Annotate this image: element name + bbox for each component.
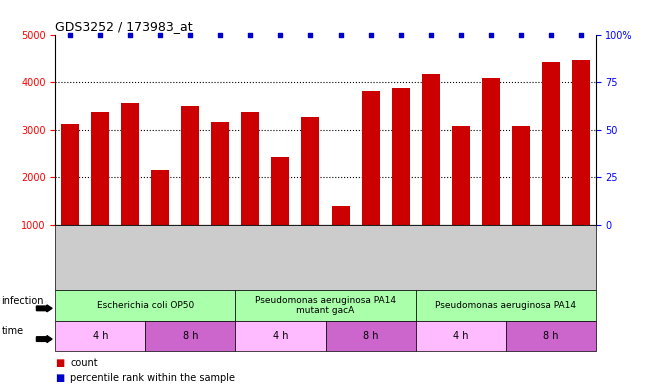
Point — [305, 31, 316, 38]
Text: infection: infection — [1, 296, 44, 306]
Bar — [212, 121, 229, 225]
Point — [95, 31, 105, 38]
Text: Pseudomonas aeruginosa PA14
mutant gacA: Pseudomonas aeruginosa PA14 mutant gacA — [255, 296, 396, 315]
Text: 4 h: 4 h — [453, 331, 468, 341]
Bar — [331, 206, 350, 225]
Text: 8 h: 8 h — [543, 331, 559, 341]
Bar — [152, 170, 169, 225]
Bar — [422, 73, 439, 225]
Text: 4 h: 4 h — [92, 331, 108, 341]
Text: Escherichia coli OP50: Escherichia coli OP50 — [97, 301, 194, 310]
Bar — [61, 124, 79, 225]
Point — [186, 31, 196, 38]
Bar — [182, 106, 199, 225]
Point — [365, 31, 376, 38]
Bar — [121, 103, 139, 225]
Point — [456, 31, 466, 38]
Bar — [361, 91, 380, 225]
Text: time: time — [1, 326, 23, 336]
Point — [395, 31, 406, 38]
Point — [516, 31, 526, 38]
Point — [215, 31, 226, 38]
Point — [335, 31, 346, 38]
Bar — [482, 78, 499, 225]
Bar — [91, 113, 109, 225]
Point — [155, 31, 165, 38]
Point — [65, 31, 76, 38]
Text: GDS3252 / 173983_at: GDS3252 / 173983_at — [55, 20, 193, 33]
Point — [486, 31, 496, 38]
Bar — [512, 126, 530, 225]
Bar — [542, 62, 560, 225]
Text: ■: ■ — [55, 358, 64, 368]
Point — [125, 31, 135, 38]
Bar — [452, 126, 469, 225]
Bar — [271, 157, 290, 225]
Text: 8 h: 8 h — [183, 331, 198, 341]
Point — [245, 31, 256, 38]
Text: count: count — [70, 358, 98, 368]
Point — [275, 31, 286, 38]
Point — [425, 31, 436, 38]
Bar — [242, 111, 260, 225]
Bar — [301, 117, 320, 225]
Bar — [572, 60, 590, 225]
Bar — [391, 88, 409, 225]
Text: 4 h: 4 h — [273, 331, 288, 341]
Text: 8 h: 8 h — [363, 331, 378, 341]
Point — [575, 31, 586, 38]
Text: ■: ■ — [55, 373, 64, 383]
Point — [546, 31, 556, 38]
Text: Pseudomonas aeruginosa PA14: Pseudomonas aeruginosa PA14 — [435, 301, 576, 310]
Text: percentile rank within the sample: percentile rank within the sample — [70, 373, 235, 383]
